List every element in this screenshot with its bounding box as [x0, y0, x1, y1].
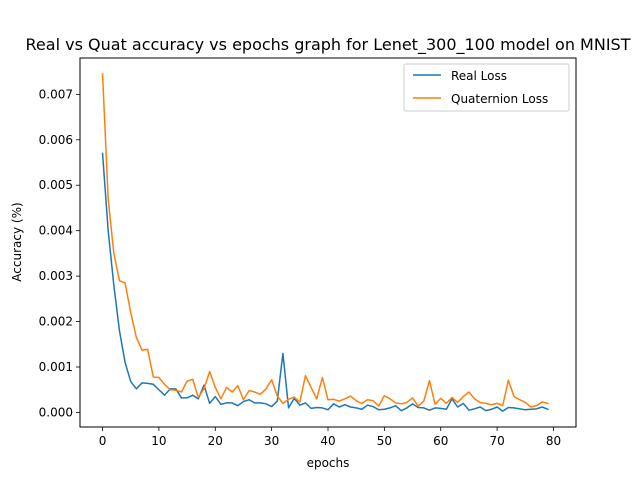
- x-tick-label: 80: [546, 434, 561, 448]
- legend-frame: [403, 63, 570, 112]
- y-axis-ticks: 0.000 0.001 0.002 0.003 0.004 0.005 0.006 0.007: [39, 87, 80, 419]
- legend-label-quaternion-loss: Quaternion Loss: [451, 92, 548, 106]
- y-tick-label: 0.006: [39, 133, 73, 147]
- y-tick-label: 0.000: [39, 405, 73, 419]
- legend: Real Loss Quaternion Loss: [403, 63, 570, 112]
- y-tick-label: 0.003: [39, 269, 73, 283]
- y-tick-label: 0.004: [39, 224, 73, 238]
- x-tick-label: 50: [377, 434, 392, 448]
- y-tick-label: 0.007: [39, 87, 73, 101]
- y-tick-label: 0.002: [39, 315, 73, 329]
- series-line-real-loss: [101, 152, 549, 412]
- plot-area: 0 10 20 30 40 50 60 70 80 0.0000.0010.0020.0030.…: [39, 57, 577, 448]
- x-tick-label: 30: [264, 434, 279, 448]
- y-axis-label: Accuracy (%): [10, 202, 24, 281]
- x-axis-label: epochs: [307, 456, 350, 470]
- legend-label-real-loss: Real Loss: [451, 69, 507, 83]
- y-tick-label: 0.001: [39, 360, 73, 374]
- series-line-quaternion-loss: [101, 73, 549, 408]
- x-axis-ticks: 0 10 20 30 40 50 60 70 80: [99, 427, 561, 448]
- x-tick-label: 70: [489, 434, 504, 448]
- series-layer: [101, 73, 549, 412]
- y-tick-label: 0.005: [39, 178, 73, 192]
- chart-title: Real vs Quat accuracy vs epochs graph fo…: [26, 35, 631, 55]
- x-tick-label: 0: [99, 434, 107, 448]
- x-tick-label: 60: [433, 434, 448, 448]
- x-tick-label: 20: [208, 434, 223, 448]
- x-tick-label: 10: [151, 434, 166, 448]
- axes-frame: [79, 57, 577, 428]
- x-tick-label: 40: [320, 434, 335, 448]
